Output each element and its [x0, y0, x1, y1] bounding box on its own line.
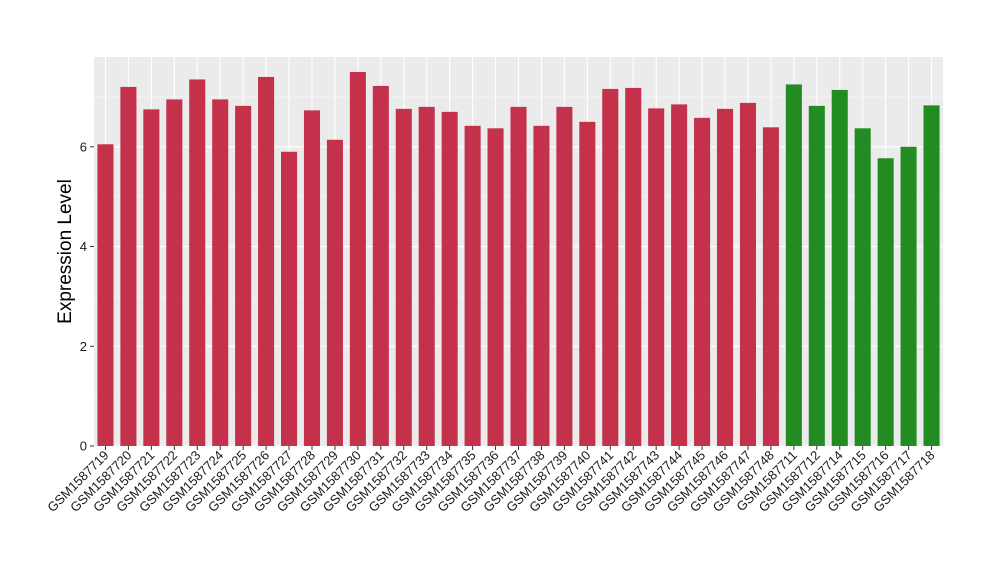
y-tick-label: 0 [80, 439, 87, 454]
bar-GSM1587734 [441, 111, 458, 446]
bar-GSM1587721 [143, 109, 160, 446]
bar-GSM1587743 [648, 108, 665, 446]
bar-GSM1587720 [120, 86, 137, 446]
bar-GSM1587714 [831, 89, 848, 447]
bar-GSM1587724 [212, 99, 229, 447]
bar-GSM1587719 [97, 144, 114, 446]
bar-GSM1587732 [395, 108, 412, 446]
bar-GSM1587729 [326, 139, 343, 447]
bar-GSM1587725 [235, 105, 252, 446]
y-axis-title: Expression Level [55, 179, 76, 324]
bar-GSM1587748 [762, 127, 779, 447]
y-tick-label: 2 [80, 339, 87, 354]
bar-GSM1587711 [785, 84, 802, 446]
bars [97, 71, 940, 447]
bar-GSM1587733 [418, 106, 435, 446]
y-tick-label: 4 [80, 239, 87, 254]
bar-GSM1587747 [739, 102, 756, 446]
bar-GSM1587715 [854, 128, 871, 447]
bar-GSM1587727 [281, 151, 298, 446]
bar-GSM1587736 [487, 128, 504, 447]
x-axis: GSM1587719GSM1587720GSM1587721GSM1587722… [44, 446, 938, 515]
bar-GSM1587738 [533, 125, 550, 447]
bar-GSM1587722 [166, 99, 183, 447]
bar-GSM1587717 [900, 146, 917, 446]
bar-GSM1587744 [671, 104, 688, 446]
bar-GSM1587728 [303, 110, 321, 446]
bar-GSM1587737 [510, 106, 527, 446]
bar-GSM1587745 [694, 117, 711, 446]
bar-GSM1587723 [189, 79, 206, 446]
bar-GSM1587746 [716, 108, 734, 446]
bar-GSM1587718 [923, 105, 940, 446]
bar-GSM1587742 [625, 87, 642, 447]
bar-GSM1587712 [808, 105, 825, 446]
bar-GSM1587740 [579, 121, 596, 446]
bar-GSM1587716 [877, 158, 894, 446]
y-axis: 0 2 4 6 [80, 139, 94, 454]
bar-GSM1587735 [464, 125, 481, 447]
y-tick-label: 6 [80, 139, 87, 154]
bar-GSM1587730 [349, 71, 366, 446]
bar-GSM1587731 [372, 85, 389, 446]
bar-GSM1587741 [602, 88, 619, 447]
bar-GSM1587726 [258, 76, 275, 446]
bar-GSM1587739 [556, 106, 573, 446]
